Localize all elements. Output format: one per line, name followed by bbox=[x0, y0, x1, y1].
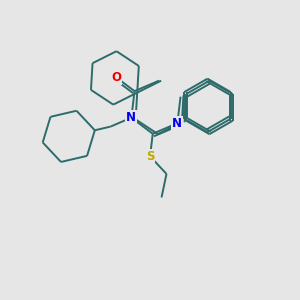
Text: N: N bbox=[172, 117, 182, 130]
Text: S: S bbox=[146, 150, 154, 163]
Text: N: N bbox=[126, 111, 136, 124]
Text: O: O bbox=[111, 71, 122, 84]
